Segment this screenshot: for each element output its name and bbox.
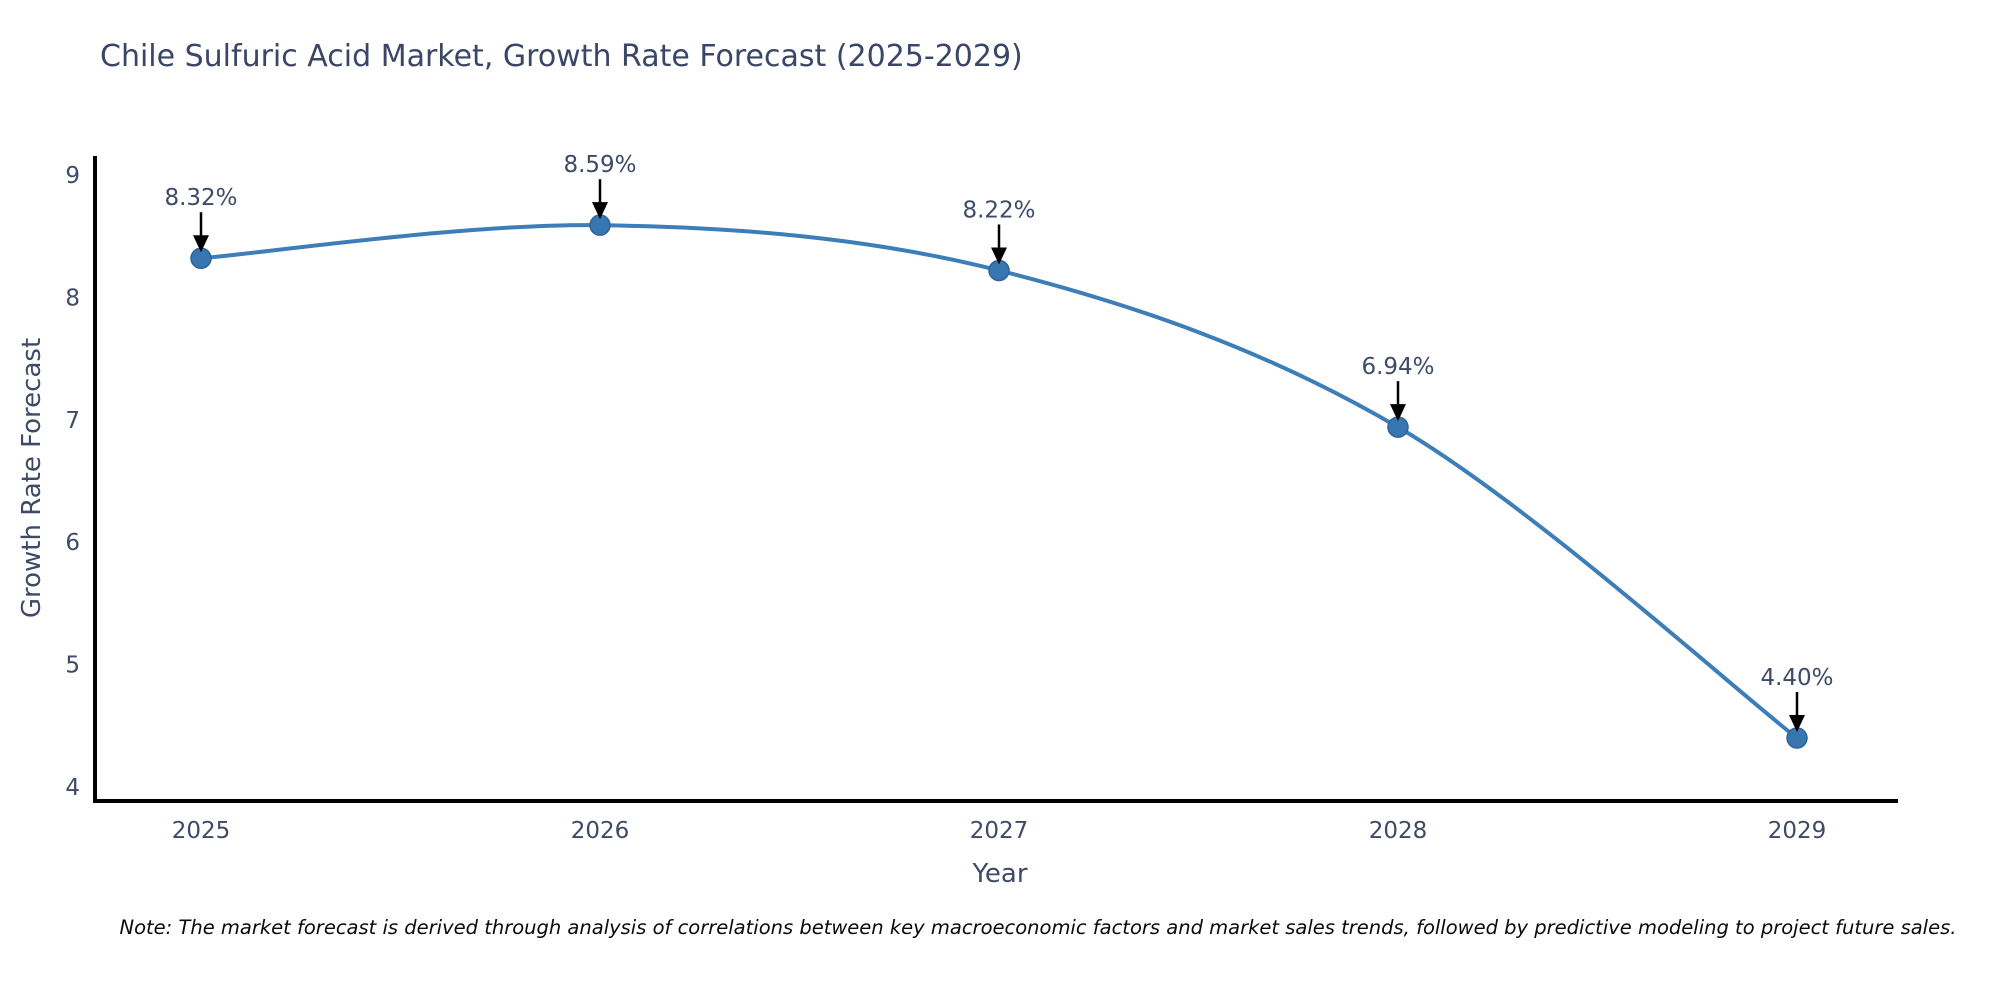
y-tick-label: 7	[65, 408, 80, 434]
x-axis-title: Year	[971, 859, 1027, 889]
data-label: 6.94%	[1361, 354, 1434, 380]
y-tick-label: 9	[65, 163, 80, 189]
annotation-arrow-head	[592, 202, 608, 220]
chart-title: Chile Sulfuric Acid Market, Growth Rate …	[100, 39, 1023, 74]
trend-line	[200, 223, 1799, 740]
data-label: 4.40%	[1760, 665, 1833, 691]
annotation-arrow-head	[193, 235, 209, 253]
y-tick-label: 8	[65, 285, 80, 311]
x-tick-label: 2026	[571, 818, 630, 844]
y-tick-label: 4	[65, 775, 80, 801]
x-tick-label: 2025	[172, 818, 231, 844]
data-label: 8.22%	[962, 197, 1035, 223]
x-tick-label: 2028	[1369, 818, 1428, 844]
y-axis-title: Growth Rate Forecast	[17, 338, 47, 618]
footnote: Note: The market forecast is derived thr…	[120, 916, 1957, 939]
annotation-arrow-head	[991, 247, 1007, 265]
y-tick-label: 6	[65, 530, 80, 556]
annotation-arrow-head	[1789, 715, 1805, 733]
y-tick-label: 5	[65, 653, 80, 679]
annotation-arrow-head	[1390, 404, 1406, 422]
data-label: 8.59%	[563, 152, 636, 178]
data-label: 8.32%	[164, 185, 237, 211]
plot-area: 4 5 6 7 8 9 2025 2026 2027 2028 2029 8.32% 8.59% 8.22…	[65, 152, 1898, 844]
x-tick-label: 2029	[1768, 818, 1827, 844]
x-tick-label: 2027	[970, 818, 1029, 844]
